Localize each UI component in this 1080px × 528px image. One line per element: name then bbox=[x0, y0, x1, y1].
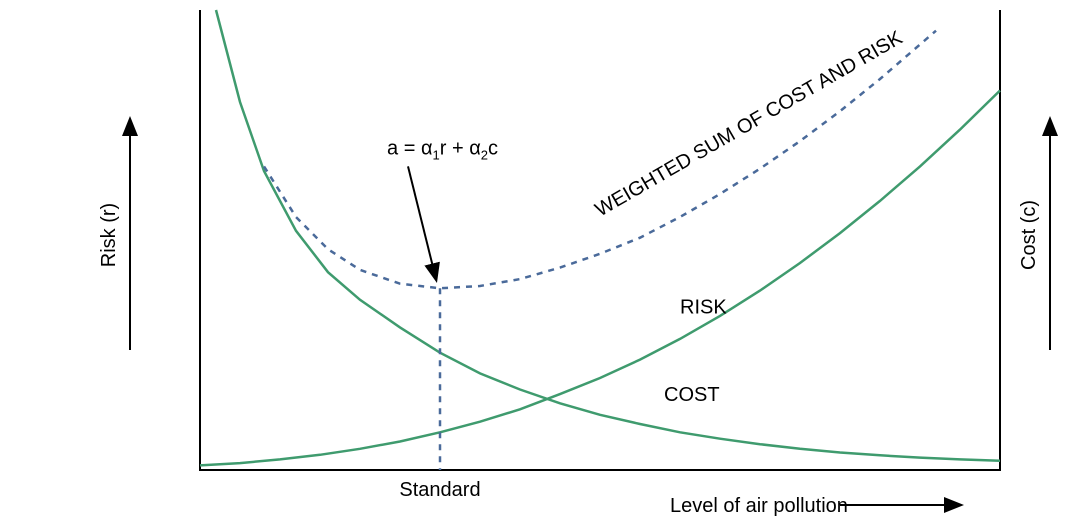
formula-label: a = α1r + α2c bbox=[387, 137, 498, 162]
risk-curve bbox=[200, 91, 1000, 466]
y-right-axis-label: Cost (c) bbox=[1018, 200, 1040, 270]
formula-arrow bbox=[408, 166, 436, 279]
cost-label: COST bbox=[664, 384, 720, 406]
risk-label: RISK bbox=[680, 297, 727, 319]
x-axis-label: Level of air pollution bbox=[670, 495, 848, 517]
y-left-axis-label: Risk (r) bbox=[98, 203, 120, 267]
weighted-sum-label: WEIGHTED SUM OF COST AND RISK bbox=[592, 27, 907, 222]
standard-tick-label: Standard bbox=[399, 479, 480, 501]
